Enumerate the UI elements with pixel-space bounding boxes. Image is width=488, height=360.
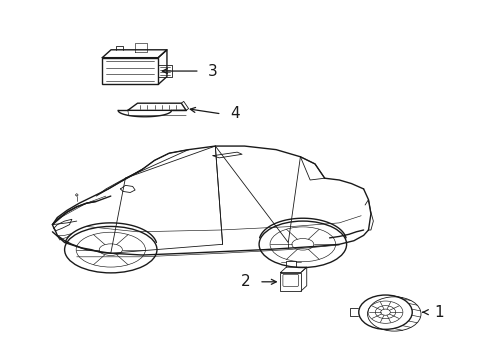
Text: 4: 4 [229, 107, 239, 121]
Text: 3: 3 [207, 64, 217, 78]
Text: 1: 1 [433, 305, 443, 320]
FancyBboxPatch shape [102, 58, 158, 85]
FancyBboxPatch shape [283, 274, 298, 287]
FancyBboxPatch shape [280, 273, 300, 291]
Text: 2: 2 [241, 274, 250, 289]
